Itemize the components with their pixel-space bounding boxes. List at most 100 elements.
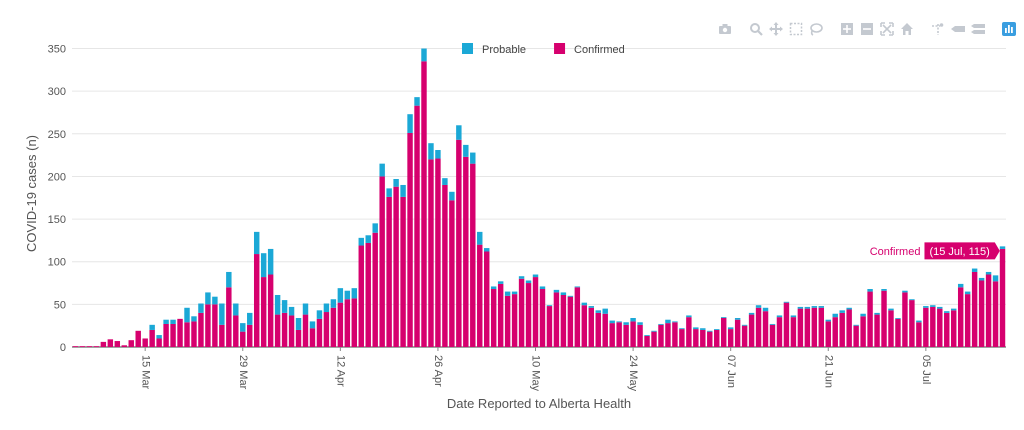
legend[interactable]: Probable Confirmed bbox=[462, 43, 625, 56]
x-tick-label: 24 May bbox=[627, 355, 639, 392]
bar-probable bbox=[978, 277, 985, 281]
bar-confirmed bbox=[442, 184, 448, 347]
bar-confirmed bbox=[846, 309, 852, 347]
bar-probable bbox=[665, 319, 671, 324]
bar-confirmed bbox=[874, 314, 880, 347]
bar-confirmed bbox=[114, 341, 121, 347]
y-tick-label: 350 bbox=[48, 44, 66, 56]
autoscale-icon[interactable] bbox=[878, 20, 895, 37]
lasso-icon[interactable] bbox=[807, 20, 824, 37]
bar-probable bbox=[226, 271, 232, 288]
hover-tooltip: (15 Jul, 115) Confirmed bbox=[870, 242, 1000, 260]
bar-confirmed bbox=[518, 278, 525, 347]
bar-layer bbox=[72, 48, 1006, 348]
bar-probable bbox=[602, 308, 608, 314]
zoom-out-icon[interactable] bbox=[858, 20, 875, 37]
bar-probable bbox=[727, 327, 734, 330]
y-tick-label: 150 bbox=[48, 214, 66, 226]
bar-probable bbox=[379, 163, 385, 177]
bar-confirmed bbox=[400, 196, 406, 347]
bar-confirmed bbox=[344, 299, 351, 347]
x-tick-label: 21 Jun bbox=[822, 355, 834, 388]
bar-probable bbox=[832, 313, 838, 318]
plotly-logo-icon[interactable] bbox=[1000, 20, 1017, 37]
bar-confirmed bbox=[170, 323, 176, 347]
bar-confirmed bbox=[393, 186, 399, 347]
bar-probable bbox=[156, 335, 162, 339]
bar-confirmed bbox=[240, 331, 246, 347]
bar-confirmed bbox=[693, 329, 699, 347]
bar-probable bbox=[240, 323, 246, 332]
bar-confirmed bbox=[149, 329, 155, 347]
bar-probable bbox=[212, 296, 218, 305]
bar-confirmed bbox=[707, 331, 713, 347]
bar-confirmed bbox=[567, 296, 574, 347]
reset-axes-icon[interactable] bbox=[898, 20, 915, 37]
bar-confirmed bbox=[867, 291, 873, 347]
bar-probable bbox=[595, 310, 601, 313]
bar-probable bbox=[839, 310, 845, 313]
bar-probable bbox=[951, 308, 957, 311]
x-tick-label: 15 Mar bbox=[139, 355, 151, 390]
bar-confirmed bbox=[365, 242, 371, 347]
bar-probable bbox=[463, 144, 469, 157]
bar-probable bbox=[923, 306, 929, 308]
bar-probable bbox=[930, 305, 936, 307]
hover-label: (15 Jul, 115) Confirmed bbox=[870, 242, 1000, 260]
bar-probable bbox=[916, 320, 922, 323]
box-select-icon[interactable] bbox=[787, 20, 804, 37]
bar-confirmed bbox=[198, 312, 204, 347]
bar-confirmed bbox=[247, 324, 253, 347]
bar-probable bbox=[260, 253, 267, 278]
hover-value-label: (15 Jul, 115) bbox=[929, 246, 989, 258]
bar-confirmed bbox=[539, 289, 546, 347]
bar-confirmed bbox=[672, 322, 678, 347]
hover-closest-icon[interactable] bbox=[949, 20, 966, 37]
bar-confirmed bbox=[916, 322, 922, 347]
bar-probable bbox=[407, 114, 413, 133]
bar-probable bbox=[985, 271, 992, 275]
bar-probable bbox=[853, 324, 859, 326]
bar-confirmed bbox=[358, 245, 364, 347]
bar-probable bbox=[539, 286, 546, 290]
bar-confirmed bbox=[504, 295, 511, 347]
spike-lines-icon[interactable] bbox=[929, 20, 946, 37]
bar-confirmed bbox=[755, 307, 762, 347]
bar-probable bbox=[999, 246, 1006, 249]
bar-probable bbox=[720, 317, 727, 319]
bar-probable bbox=[400, 184, 406, 197]
bar-confirmed bbox=[274, 314, 281, 347]
bar-confirmed bbox=[839, 312, 845, 347]
bar-probable bbox=[372, 223, 378, 233]
bar-confirmed bbox=[686, 317, 692, 347]
bar-probable bbox=[881, 289, 887, 291]
bar-confirmed bbox=[212, 304, 218, 347]
bar-confirmed bbox=[665, 323, 671, 347]
bar-confirmed bbox=[776, 317, 783, 347]
camera-icon[interactable] bbox=[716, 20, 733, 37]
zoom-icon[interactable] bbox=[747, 20, 764, 37]
bar-probable bbox=[790, 315, 797, 318]
bar-confirmed bbox=[944, 312, 950, 347]
bar-confirmed bbox=[937, 308, 943, 347]
bar-confirmed bbox=[616, 322, 622, 347]
bar-confirmed bbox=[860, 316, 866, 347]
hover-compare-icon[interactable] bbox=[969, 20, 986, 37]
bar-confirmed bbox=[964, 294, 971, 347]
bar-confirmed bbox=[456, 139, 462, 347]
bar-probable bbox=[902, 290, 908, 293]
legend-swatch bbox=[554, 43, 566, 54]
legend-item-label: Confirmed bbox=[574, 44, 625, 56]
bar-probable bbox=[149, 324, 155, 330]
bar-probable bbox=[623, 322, 629, 325]
bar-probable bbox=[470, 152, 476, 164]
bar-probable bbox=[651, 330, 657, 332]
pan-icon[interactable] bbox=[767, 20, 784, 37]
bar-probable bbox=[421, 48, 427, 62]
bar-confirmed bbox=[470, 163, 476, 347]
bar-probable bbox=[435, 150, 441, 159]
bar-confirmed bbox=[971, 271, 978, 347]
bar-probable bbox=[247, 312, 253, 325]
zoom-in-icon[interactable] bbox=[838, 20, 855, 37]
bar-probable bbox=[442, 178, 448, 185]
